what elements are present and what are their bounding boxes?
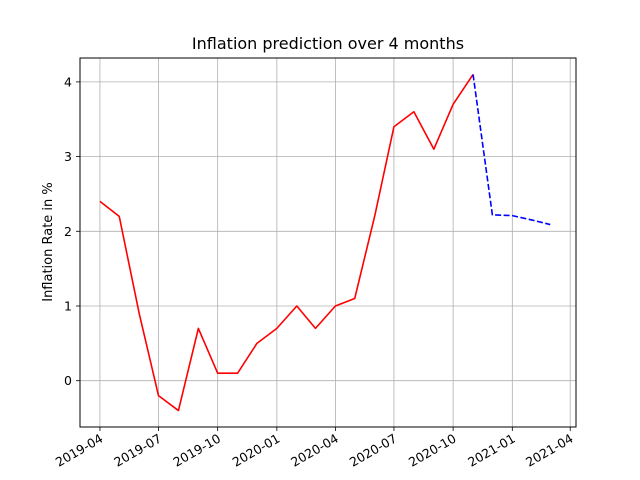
y-tick-label: 2 — [64, 224, 72, 239]
series-layer — [99, 73, 551, 412]
x-tick-label: 2019-04 — [53, 431, 106, 470]
x-tick-label: 2020-10 — [406, 431, 459, 470]
history-line — [99, 73, 474, 412]
x-tick-label: 2020-07 — [347, 431, 400, 470]
y-tick-label: 3 — [64, 149, 72, 164]
grid — [80, 58, 576, 427]
x-tick-label: 2020-04 — [288, 431, 341, 470]
x-tick-label: 2021-04 — [523, 431, 576, 470]
y-tick-label: 4 — [64, 74, 72, 89]
x-tick-label: 2020-01 — [230, 431, 283, 470]
chart-title: Inflation prediction over 4 months — [192, 34, 464, 53]
y-tick-label: 0 — [64, 373, 72, 388]
x-axis: 2019-04 2019-07 2019-10 2020-01 2020-04 2020-… — [53, 427, 576, 470]
x-tick-label: 2021-01 — [465, 431, 518, 470]
y-axis: 0 1 2 3 4 — [64, 74, 80, 388]
plot-frame — [79, 57, 577, 428]
y-axis-label: Inflation Rate in % — [41, 182, 56, 302]
x-tick-label: 2019-07 — [111, 431, 164, 470]
x-tick-label: 2019-10 — [170, 431, 223, 470]
prediction-line — [472, 74, 551, 226]
y-tick-label: 1 — [64, 298, 72, 313]
